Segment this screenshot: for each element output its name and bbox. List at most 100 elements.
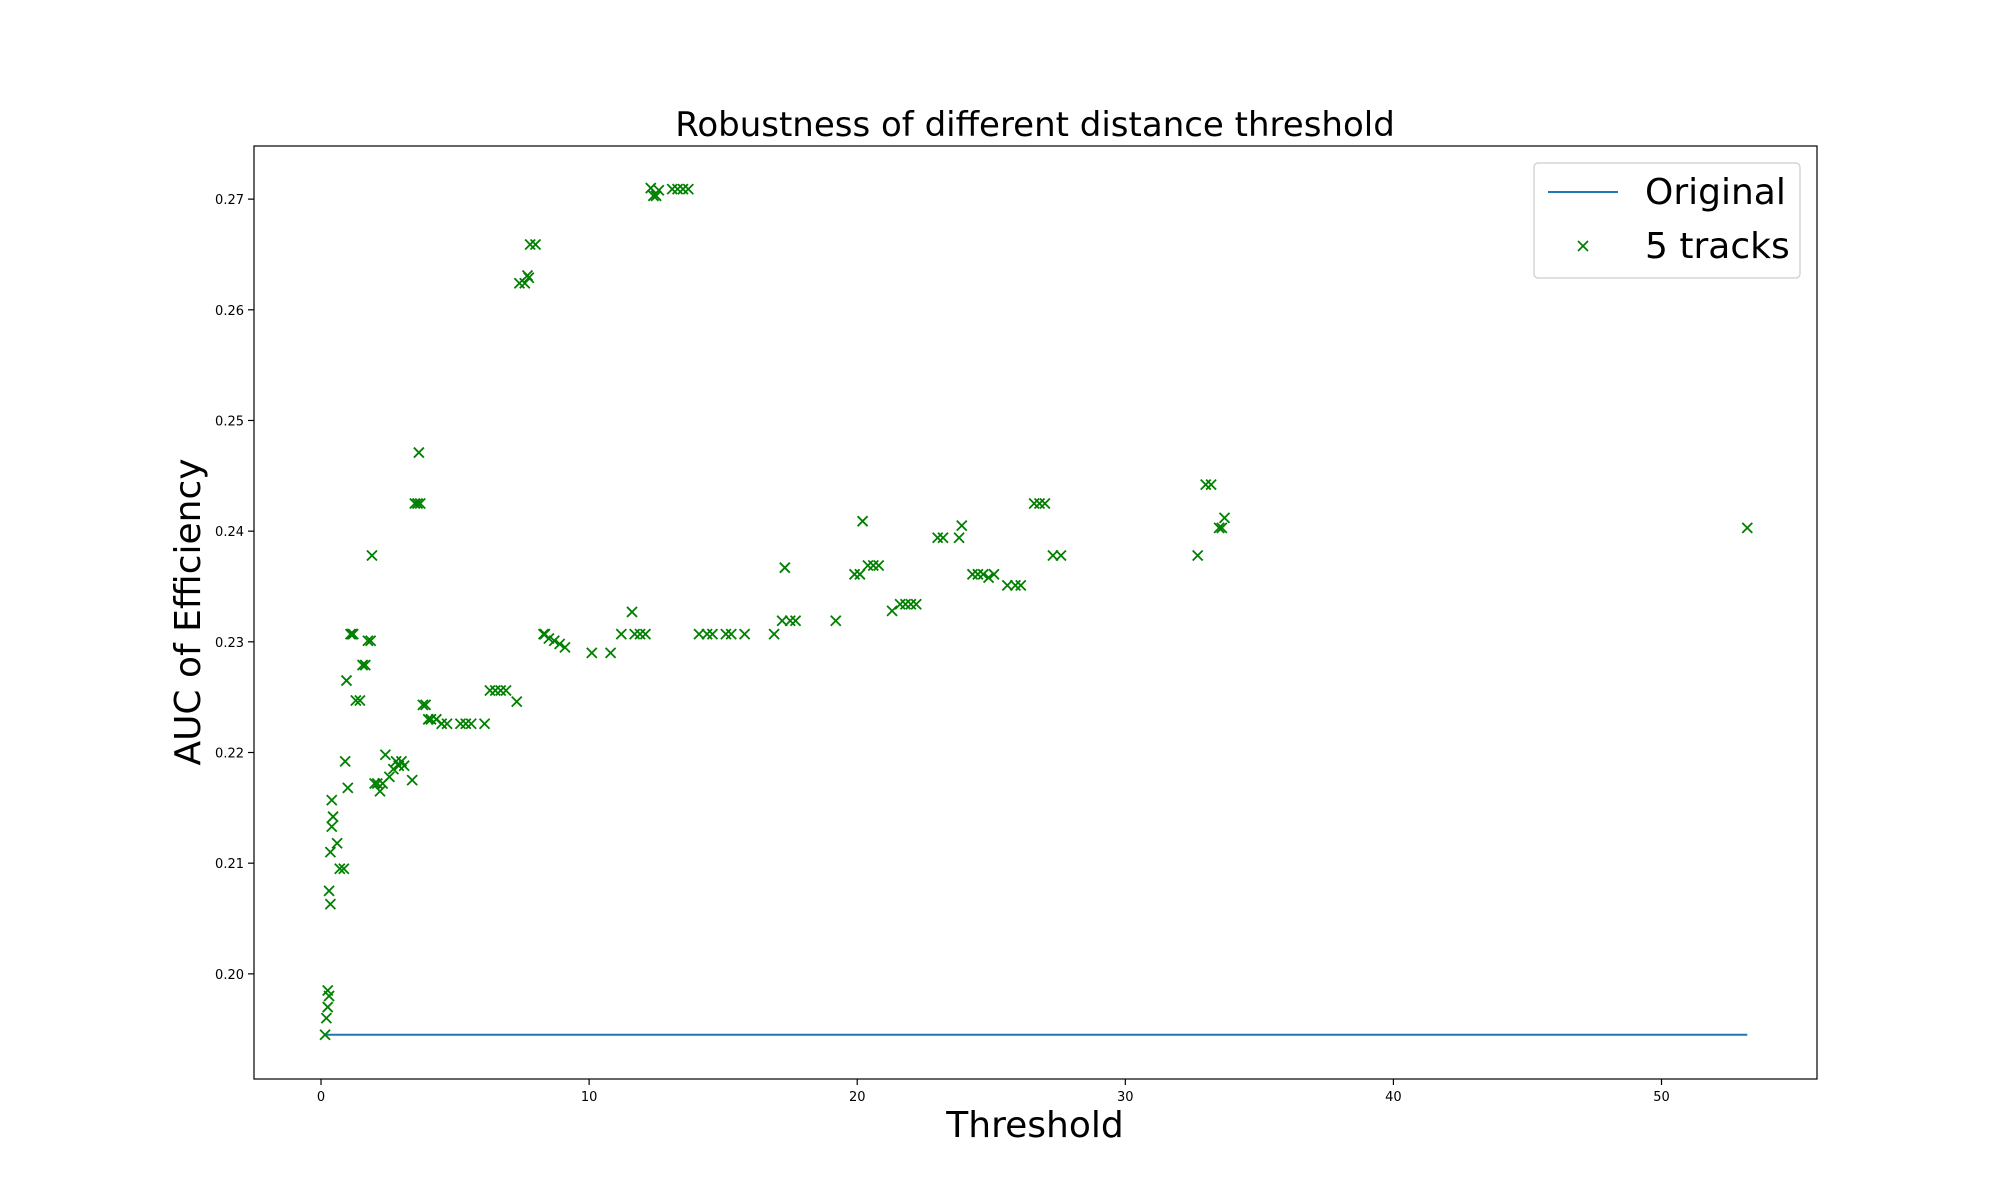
legend: Original 5 tracks: [1533, 162, 1801, 279]
scatter-point: [693, 628, 705, 640]
y-tick-label: 0.20: [215, 968, 244, 983]
scatter-point: [966, 568, 979, 580]
y-tick-label: 0.26: [215, 304, 244, 319]
scatter-point: [1213, 522, 1225, 534]
scatter-point: [768, 628, 780, 640]
scatter-point: [324, 846, 337, 858]
scatter-point: [340, 674, 353, 687]
scatter-point: [553, 638, 566, 650]
scatter-point: [319, 1029, 331, 1041]
scatter-point: [854, 568, 866, 580]
scatter-point: [409, 497, 421, 510]
scatter-point: [604, 647, 617, 659]
scatter-point: [1192, 549, 1204, 562]
scatter-point: [346, 628, 358, 640]
scatter-point: [322, 1001, 334, 1013]
scatter-point: [350, 694, 362, 707]
scatter-point: [932, 532, 944, 544]
chart-title: Robustness of different distance thresho…: [675, 105, 1395, 145]
scatter-point: [454, 718, 467, 730]
scatter-point: [338, 863, 350, 875]
y-tick-label: 0.23: [215, 636, 244, 651]
scatter-point: [830, 615, 842, 627]
scatter-point: [383, 771, 396, 783]
scatter-point: [334, 863, 346, 875]
scatter-point: [725, 628, 737, 640]
scatter-point: [362, 635, 374, 647]
scatter-point: [1047, 549, 1059, 562]
scatter-point: [331, 837, 343, 849]
scatter-point: [324, 898, 337, 910]
scatter-point: [720, 628, 732, 640]
scatter-point: [848, 568, 861, 580]
scatter-point: [559, 641, 571, 653]
scatter-point: [323, 885, 335, 897]
scatter-point: [422, 713, 434, 725]
scatter-point: [677, 183, 689, 195]
scatter-point: [977, 568, 989, 580]
scatter-point: [529, 238, 542, 251]
scatter-point: [344, 628, 357, 640]
scatter-point: [653, 184, 665, 196]
plot-frame: [253, 145, 1818, 1080]
scatter-point: [1055, 549, 1067, 562]
scatter-point: [369, 777, 381, 790]
scatter-point: [323, 990, 335, 1002]
scatter-point: [374, 785, 386, 797]
scatter-point: [899, 598, 912, 610]
scatter-point: [478, 718, 491, 730]
scatter-point: [327, 811, 339, 823]
scatter-point: [489, 684, 501, 697]
scatter-point: [379, 749, 392, 761]
scatter-point: [1200, 479, 1212, 491]
scatter-point: [1218, 512, 1231, 524]
scatter-point: [359, 659, 371, 671]
scatter-point: [956, 519, 968, 532]
scatter-point: [701, 628, 713, 640]
plot-marks: [319, 182, 1753, 1041]
y-axis-label: AUC of Efficiency: [168, 458, 209, 765]
scatter-point: [398, 760, 410, 772]
scatter-point: [953, 532, 965, 544]
scatter-point: [356, 659, 369, 671]
scatter-point: [419, 699, 432, 711]
scatter-point: [460, 718, 472, 730]
scatter-point: [615, 628, 627, 640]
scatter-point: [414, 497, 426, 510]
scatter-point: [856, 515, 869, 527]
scatter-point: [910, 598, 922, 610]
scatter-point: [519, 277, 531, 289]
scatter-point: [634, 628, 646, 640]
scatter-point: [972, 568, 984, 580]
scatter-point: [779, 562, 791, 574]
scatter-point: [436, 718, 448, 730]
scatter-point: [862, 559, 874, 572]
scatter-point: [776, 615, 788, 627]
y-tick-label: 0.24: [215, 525, 244, 540]
scatter-point: [1001, 579, 1013, 592]
x-tick-label: 20: [849, 1090, 866, 1105]
scatter-point: [364, 635, 377, 647]
scatter-point: [411, 497, 424, 510]
scatter-point: [886, 605, 898, 617]
scatter-point: [666, 183, 678, 195]
scatter-point: [524, 238, 536, 251]
scatter-point: [339, 755, 351, 767]
scatter-point: [937, 532, 949, 544]
scatter-point: [873, 559, 885, 572]
scatter-point: [867, 559, 879, 572]
y-tick-label: 0.25: [215, 414, 244, 429]
x-tick-label: 50: [1653, 1090, 1670, 1105]
x-tick-label: 40: [1385, 1090, 1402, 1105]
scatter-point: [495, 684, 507, 697]
scatter-point: [738, 628, 751, 640]
scatter-point: [982, 572, 995, 584]
legend-label-original: Original: [1645, 172, 1786, 213]
scatter-point: [465, 718, 477, 730]
scatter-point: [1015, 579, 1027, 592]
scatter-point: [626, 606, 638, 618]
axis-ticks: 0 10 20 30 40 50 0.20 0.21 0.22 0.23 0.24 0.25 0.26 0…: [215, 193, 1670, 1105]
scatter-point: [682, 183, 694, 195]
y-tick-label: 0.21: [215, 857, 244, 872]
